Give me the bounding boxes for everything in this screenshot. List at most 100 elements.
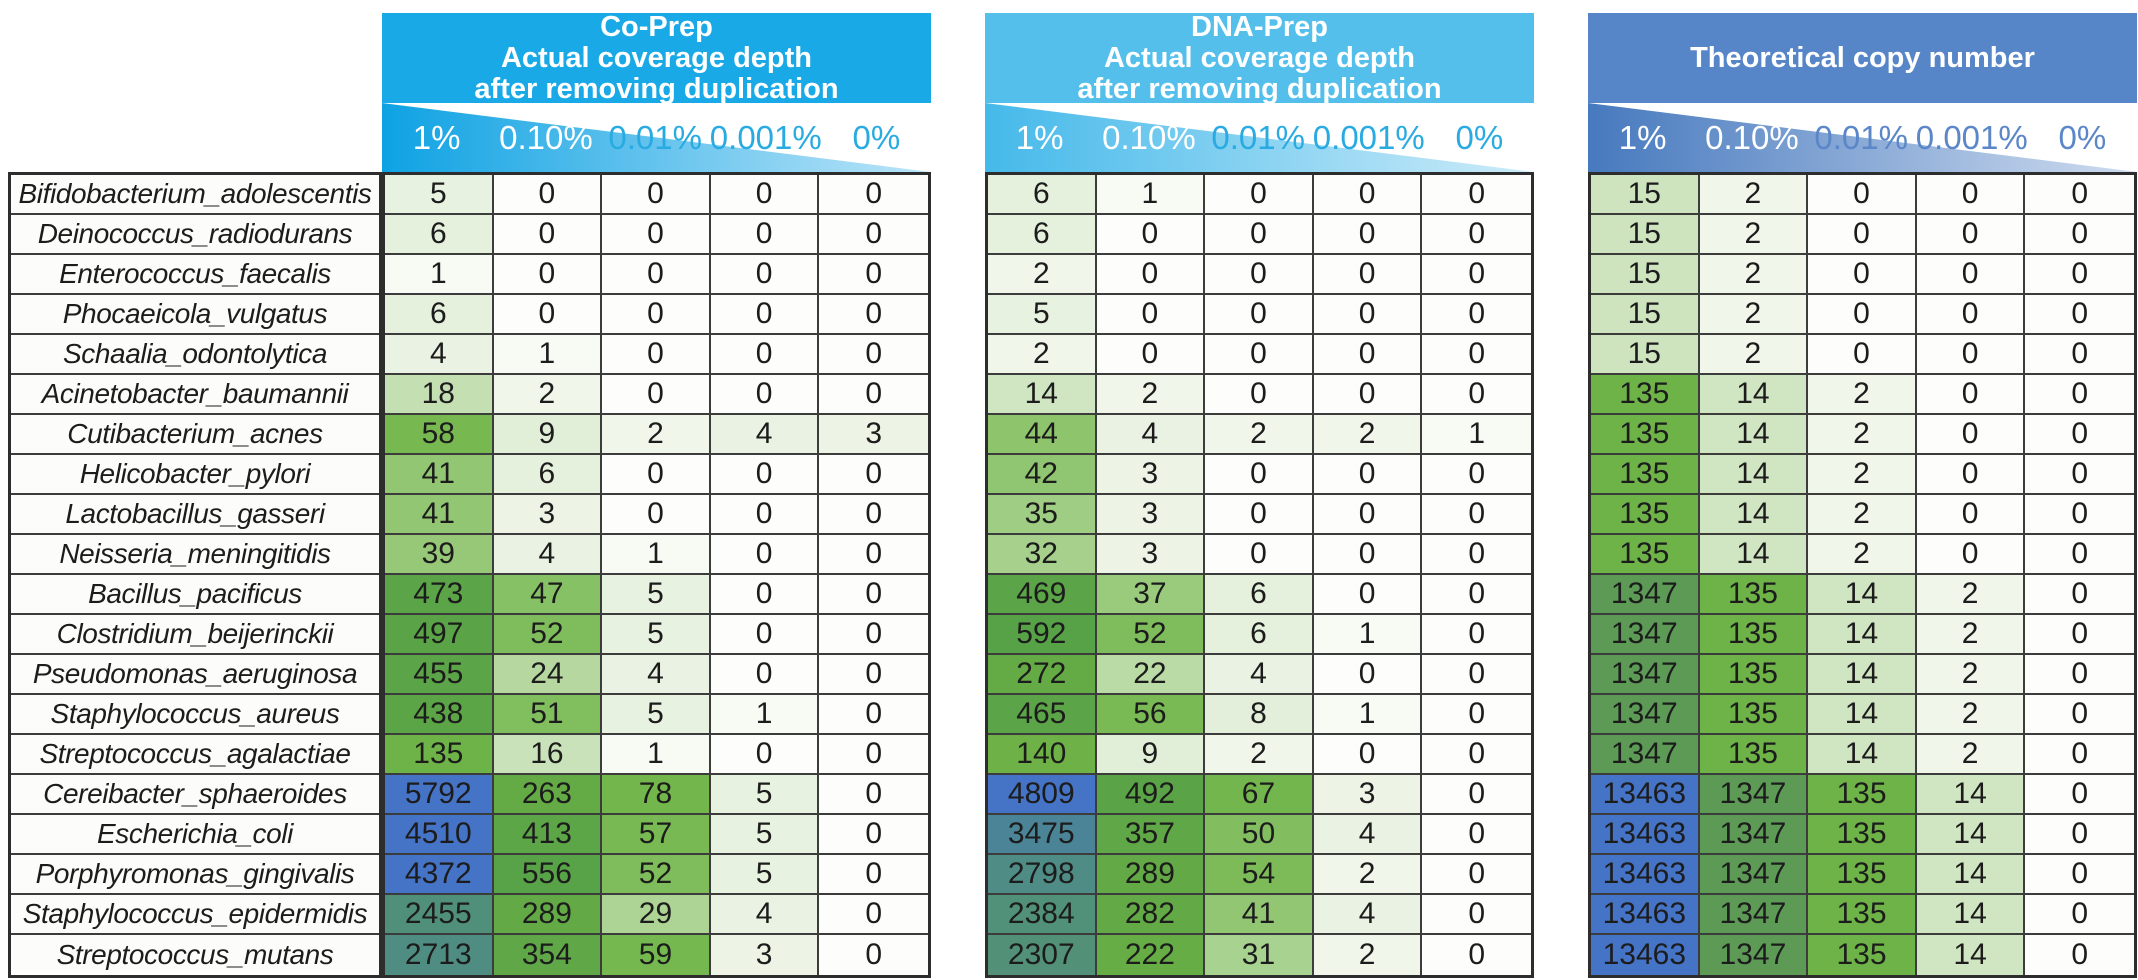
value-cell: 2 [1808, 415, 1917, 455]
value-cell: 0 [1096, 255, 1206, 295]
value-cell: 14 [1916, 935, 2026, 975]
value-cell: 0 [1422, 735, 1531, 775]
coprep-dilution-labels: 1% 0.10% 0.01% 0.001% 0% [382, 103, 931, 172]
value-cell: 3475 [988, 815, 1097, 855]
value-cell: 0 [2025, 695, 2134, 735]
value-cell: 0 [710, 495, 820, 535]
coprep-title-line1: Co-Prep [600, 10, 713, 43]
value-cell: 5 [602, 575, 711, 615]
value-cell: 44 [988, 415, 1097, 455]
value-cell: 492 [1096, 775, 1206, 815]
value-cell: 2307 [988, 935, 1097, 975]
value-cell: 0 [1096, 335, 1206, 375]
value-cell: 6 [988, 215, 1097, 255]
value-cell: 135 [1591, 535, 1700, 575]
value-cell: 15 [1591, 215, 1700, 255]
value-cell: 4 [1313, 895, 1423, 935]
theoretical-dilution-labels: 1% 0.10% 0.01% 0.001% 0% [1588, 103, 2137, 172]
value-cell: 15 [1591, 255, 1700, 295]
value-cell: 135 [1591, 415, 1700, 455]
value-cell: 0 [602, 375, 711, 415]
value-cell: 0 [819, 775, 928, 815]
value-cell: 0 [819, 375, 928, 415]
value-cell: 2 [1699, 295, 1809, 335]
value-cell: 3 [1096, 495, 1206, 535]
value-cell: 0 [1916, 215, 2026, 255]
value-cell: 272 [988, 655, 1097, 695]
value-cell: 135 [1808, 855, 1917, 895]
dilution-label: 0.10% [499, 118, 593, 156]
value-cell: 5 [710, 775, 820, 815]
species-label: Staphylococcus_epidermidis [11, 895, 379, 935]
value-cell: 135 [1591, 495, 1700, 535]
value-cell: 0 [1313, 655, 1423, 695]
value-cell: 0 [1313, 295, 1423, 335]
value-cell: 24 [493, 655, 603, 695]
value-cell: 0 [1808, 175, 1917, 215]
value-cell: 14 [1916, 895, 2026, 935]
value-cell: 2 [1916, 735, 2026, 775]
value-cell: 0 [819, 575, 928, 615]
value-cell: 14 [1699, 455, 1809, 495]
value-cell: 54 [1205, 855, 1314, 895]
value-cell: 0 [2025, 935, 2134, 975]
value-cell: 15 [1591, 175, 1700, 215]
value-cell: 0 [2025, 615, 2134, 655]
coprep-panel-header: Co-Prep Actual coverage depth after remo… [382, 10, 931, 104]
value-cell: 4510 [385, 815, 494, 855]
value-cell: 135 [1699, 615, 1809, 655]
value-cell: 0 [2025, 295, 2134, 335]
value-cell: 0 [1916, 455, 2026, 495]
value-cell: 13463 [1591, 815, 1700, 855]
value-cell: 0 [602, 335, 711, 375]
value-cell: 0 [1422, 175, 1531, 215]
value-cell: 2 [1699, 255, 1809, 295]
value-cell: 2 [1808, 535, 1917, 575]
value-cell: 0 [819, 295, 928, 335]
value-cell: 135 [1591, 455, 1700, 495]
value-cell: 0 [1096, 295, 1206, 335]
coprep-dilution-wedge [382, 103, 931, 172]
dilution-label: 0.001% [709, 118, 822, 156]
value-cell: 0 [602, 255, 711, 295]
species-label: Staphylococcus_aureus [11, 695, 379, 735]
value-cell: 473 [385, 575, 494, 615]
value-cell: 18 [385, 375, 494, 415]
value-cell: 0 [819, 335, 928, 375]
value-cell: 5 [988, 295, 1097, 335]
dnaprep-panel-header: DNA-Prep Actual coverage depth after rem… [985, 11, 1534, 104]
value-cell: 0 [1916, 255, 2026, 295]
value-cell: 41 [1205, 895, 1314, 935]
value-cell: 1347 [1699, 935, 1809, 975]
value-cell: 282 [1096, 895, 1206, 935]
value-cell: 29 [602, 895, 711, 935]
value-cell: 2 [1916, 655, 2026, 695]
value-cell: 0 [1205, 535, 1314, 575]
value-cell: 0 [2025, 575, 2134, 615]
value-cell: 6 [385, 215, 494, 255]
value-cell: 0 [1916, 175, 2026, 215]
value-cell: 0 [819, 535, 928, 575]
species-label: Lactobacillus_gasseri [11, 495, 379, 535]
value-cell: 2455 [385, 895, 494, 935]
value-cell: 3 [493, 495, 603, 535]
value-cell: 2 [1313, 935, 1423, 975]
species-column: Bifidobacterium_adolescentis Deinococcus_… [8, 172, 382, 978]
value-cell: 0 [1205, 495, 1314, 535]
value-cell: 0 [2025, 255, 2134, 295]
value-cell: 0 [1422, 895, 1531, 935]
theoretical-dilution-wedge [1588, 103, 2137, 172]
value-cell: 0 [493, 295, 603, 335]
value-cell: 59 [602, 935, 711, 975]
value-cell: 2713 [385, 935, 494, 975]
value-cell: 0 [1422, 495, 1531, 535]
value-cell: 0 [2025, 775, 2134, 815]
value-cell: 0 [1916, 335, 2026, 375]
value-cell: 3 [1096, 535, 1206, 575]
value-cell: 0 [1916, 375, 2026, 415]
value-cell: 0 [819, 495, 928, 535]
dilution-label: 0.001% [1915, 118, 2028, 156]
value-cell: 15 [1591, 335, 1700, 375]
value-cell: 0 [1205, 375, 1314, 415]
